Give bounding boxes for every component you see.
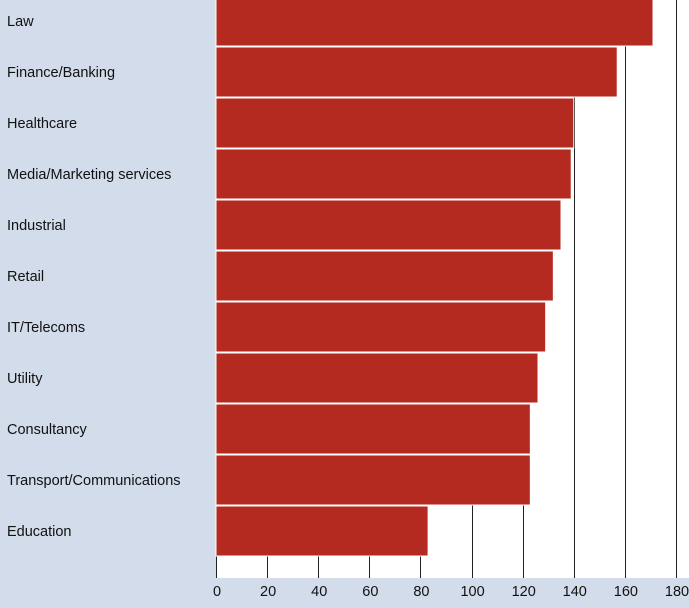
x-tick-label-180: 180	[665, 584, 689, 600]
bar-0	[215, 0, 654, 47]
category-label-4: Industrial	[7, 218, 66, 234]
category-label-2: Healthcare	[7, 116, 77, 132]
category-label-5: Retail	[7, 269, 44, 285]
bar-2	[215, 97, 575, 149]
bar-10	[215, 505, 429, 557]
category-label-0: Law	[7, 14, 34, 30]
x-tick-label-120: 120	[512, 584, 536, 600]
category-label-7: Utility	[7, 371, 43, 387]
x-tick-label-20: 20	[260, 584, 276, 600]
x-tick-label-160: 160	[614, 584, 638, 600]
category-label-1: Finance/Banking	[7, 65, 115, 81]
category-label-9: Transport/Communications	[7, 473, 181, 489]
x-tick-label-80: 80	[413, 584, 429, 600]
x-tick-labels: 0 20 40 60 80 100 120 140 160 180	[213, 584, 689, 600]
category-label-6: IT/Telecoms	[7, 320, 85, 336]
bar-8	[215, 403, 531, 455]
bar-1	[215, 46, 618, 98]
bar-5	[215, 250, 554, 302]
bar-9	[215, 454, 531, 506]
bars	[215, 0, 654, 557]
bar-6	[215, 301, 547, 353]
category-label-3: Media/Marketing services	[7, 167, 171, 183]
bar-3	[215, 148, 572, 200]
bar-4	[215, 199, 562, 251]
x-tick-label-60: 60	[362, 584, 378, 600]
category-label-8: Consultancy	[7, 422, 88, 438]
x-tick-label-0: 0	[213, 584, 221, 600]
category-labels: Law Finance/Banking Healthcare Media/Market…	[7, 14, 181, 540]
x-tick-label-40: 40	[311, 584, 327, 600]
category-label-10: Education	[7, 524, 72, 540]
x-tick-label-140: 140	[563, 584, 587, 600]
x-tick-label-100: 100	[460, 584, 484, 600]
bar-7	[215, 352, 539, 404]
